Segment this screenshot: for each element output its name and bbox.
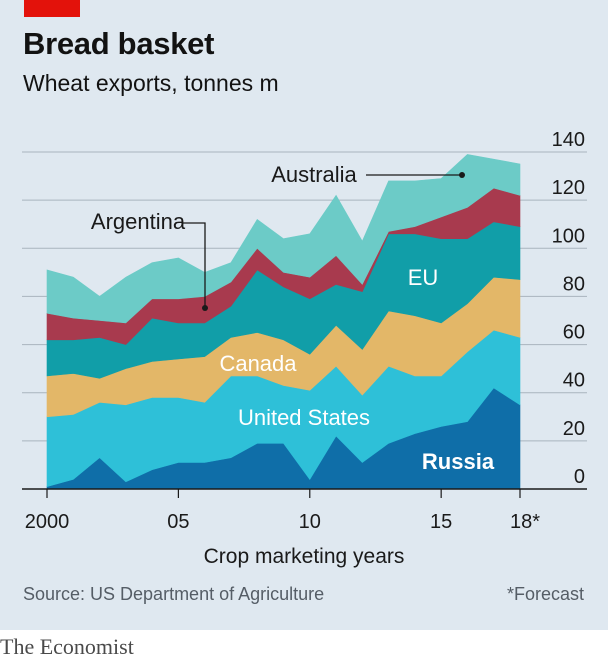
- forecast-note: *Forecast: [506, 584, 584, 604]
- chart-svg: 0 20 40 60 80 100 120 140 2000 05 10 15 18* Crop mark…: [22, 129, 587, 568]
- series-label-eu: EU: [408, 265, 439, 290]
- area-layer: [46, 154, 521, 490]
- source-note: Source: US Department of Agriculture: [23, 584, 325, 604]
- series-label-canada: Canada: [219, 351, 297, 376]
- chart-subtitle: Wheat exports, tonnes m: [23, 70, 279, 96]
- series-label-united-states: United States: [238, 405, 370, 430]
- x-tick-label: 2000: [25, 511, 70, 533]
- label-layer: Russia United States Canada EU Argentina Aust…: [91, 162, 495, 474]
- series-label-australia: Australia: [271, 162, 357, 187]
- axis-layer: 0 20 40 60 80 100 120 140 2000 05 10 15 18* Crop mark…: [22, 129, 587, 568]
- y-tick-label: 140: [552, 129, 585, 151]
- chart-title: Bread basket: [23, 26, 215, 61]
- argentina-leader-dot: [202, 305, 208, 311]
- brand-red-tag: [24, 0, 80, 17]
- x-tick-label: 15: [430, 511, 452, 533]
- y-tick-label: 100: [552, 225, 585, 247]
- y-tick-label: 80: [563, 273, 585, 295]
- x-tick-label: 10: [299, 511, 321, 533]
- x-tick-label: 05: [167, 511, 189, 533]
- x-axis-label: Crop marketing years: [204, 545, 405, 568]
- argentina-leader-line: [182, 222, 206, 308]
- area-australia: [46, 154, 521, 324]
- y-tick-label: 60: [563, 322, 585, 344]
- series-label-russia: Russia: [422, 449, 495, 474]
- y-tick-label: 0: [574, 466, 585, 488]
- y-tick-label: 20: [563, 418, 585, 440]
- economist-logo: The Economist: [0, 634, 134, 659]
- x-tick-label: 18*: [510, 511, 540, 533]
- australia-leader-dot: [459, 172, 465, 178]
- series-label-argentina: Argentina: [91, 209, 186, 234]
- y-tick-label: 40: [563, 370, 585, 392]
- y-tick-label: 120: [552, 177, 585, 199]
